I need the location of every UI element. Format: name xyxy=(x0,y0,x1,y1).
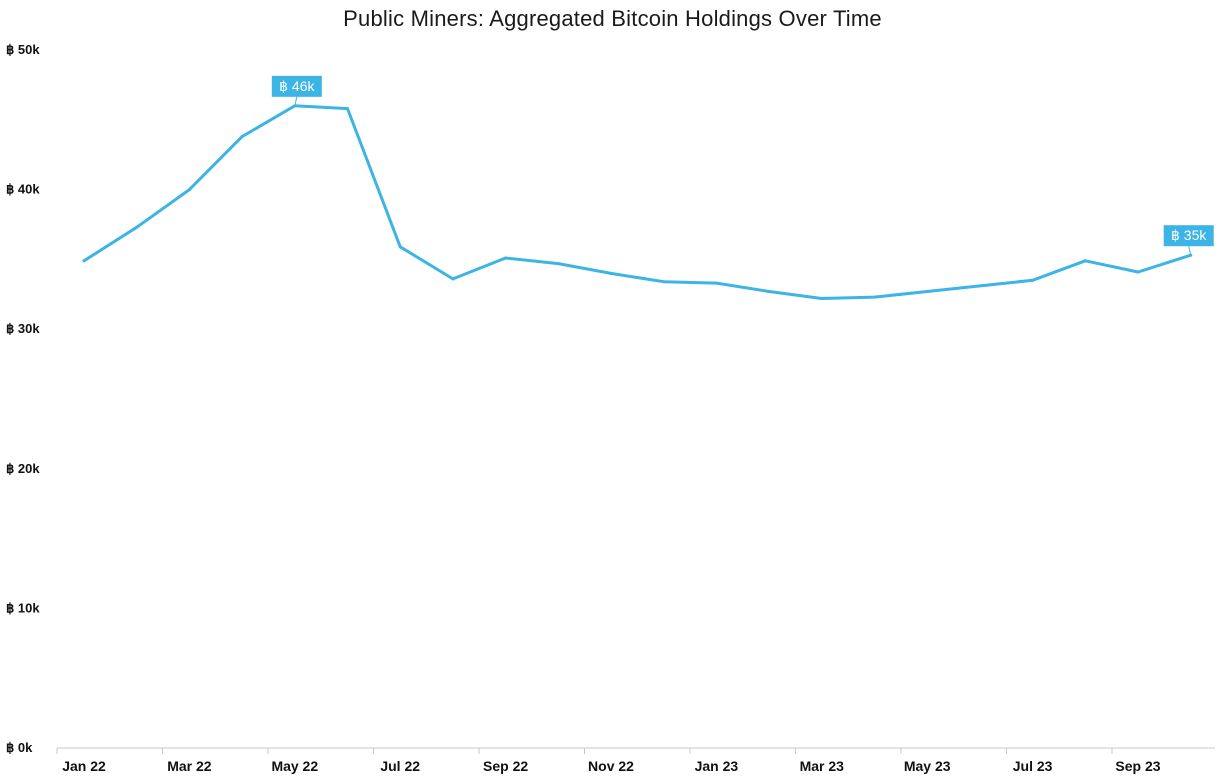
data-point xyxy=(609,271,613,275)
data-label-box xyxy=(1163,225,1214,247)
y-tick-label: ฿ 30k xyxy=(6,321,40,336)
data-labels: ฿ 46k ฿ 35k xyxy=(271,75,1214,256)
x-tick-label: Sep 22 xyxy=(483,758,528,774)
x-tick-label: Nov 22 xyxy=(588,758,634,774)
data-point xyxy=(346,107,349,111)
data-point xyxy=(135,225,139,229)
data-point xyxy=(662,280,666,284)
data-label: ฿ 46k xyxy=(279,78,315,94)
x-tick-label: Sep 23 xyxy=(1115,758,1160,774)
data-point xyxy=(1136,270,1140,274)
y-axis-ticks: ฿ 0k ฿ 10k ฿ 20k ฿ 30k ฿ 40k ฿ 50k xyxy=(6,42,40,755)
data-point xyxy=(820,296,824,300)
x-axis-ticks: Jan 22 Mar 22 May 22 Jul 22 Sep 22 Nov 22 Jan … xyxy=(56,748,1161,774)
series-line xyxy=(82,104,1193,300)
y-tick-label: ฿ 0k xyxy=(6,740,33,755)
data-point xyxy=(82,259,86,263)
x-tick-label: Jul 23 xyxy=(1013,758,1053,774)
data-label-leader xyxy=(294,96,298,106)
data-point xyxy=(1083,259,1087,263)
y-tick-label: ฿ 40k xyxy=(6,182,40,197)
x-tick-label: Mar 23 xyxy=(800,758,845,774)
data-label-box xyxy=(271,75,322,97)
x-tick-label: Jan 23 xyxy=(695,758,739,774)
data-label: ฿ 35k xyxy=(1171,227,1207,243)
data-point xyxy=(240,135,244,139)
data-point xyxy=(767,290,771,294)
data-point xyxy=(504,256,508,260)
data-point xyxy=(556,262,560,266)
y-tick-label: ฿ 20k xyxy=(6,461,40,476)
x-tick-label: Mar 22 xyxy=(167,758,212,774)
chart-title: Public Miners: Aggregated Bitcoin Holdin… xyxy=(343,6,882,31)
x-tick-label: Jul 22 xyxy=(380,758,420,774)
y-tick-label: ฿ 50k xyxy=(6,42,40,57)
x-tick-label: May 22 xyxy=(271,758,318,774)
data-point xyxy=(398,245,402,249)
data-point xyxy=(873,295,876,299)
x-tick-label: May 23 xyxy=(904,758,951,774)
x-tick-label: Jan 22 xyxy=(62,758,106,774)
data-point xyxy=(451,277,455,281)
series-layer xyxy=(82,104,1193,300)
data-point xyxy=(978,284,982,288)
data-point xyxy=(187,188,191,192)
data-point xyxy=(714,281,718,285)
y-tick-label: ฿ 10k xyxy=(6,600,40,615)
data-label-leader xyxy=(1188,246,1192,256)
data-point xyxy=(925,290,929,294)
data-point xyxy=(1031,278,1035,282)
